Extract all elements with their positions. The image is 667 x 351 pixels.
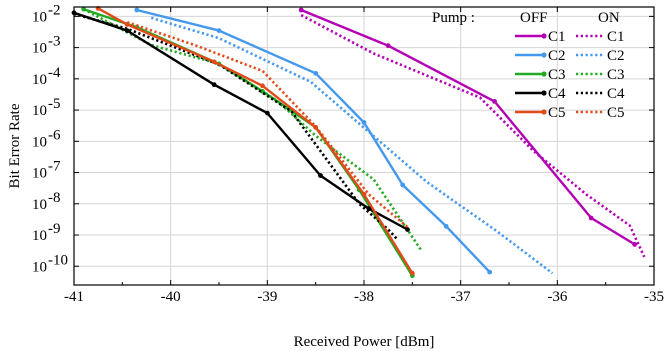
series-c2-off-point [443,223,449,229]
series-c5-off-point [211,59,217,65]
series-c5-off-point [260,83,265,89]
y-tick-exponent: -9 [48,221,61,237]
y-tick-exponent: -7 [48,159,61,175]
series-c1-off-point [298,7,304,13]
y-tick-label: 10 [32,166,47,182]
x-axis-label: Received Power [dBm] [294,334,435,350]
legend-marker-off [541,33,547,39]
legend-entry-on: C2 [607,48,625,64]
series-c2-off-point [487,269,493,275]
legend-entry-on: C5 [607,105,625,121]
series-c5-off-point [361,191,367,197]
y-tick-exponent: -4 [48,65,61,81]
legend-entry-off: C1 [548,29,566,45]
x-tick-label: -38 [354,289,374,305]
legend-marker-off [541,52,547,58]
y-tick-label: 10 [32,9,47,25]
y-tick-label: 10 [32,103,47,119]
legend-entry-off: C5 [548,105,566,121]
x-tick-label: -40 [161,289,181,305]
legend-entry-off: C4 [548,86,566,102]
legend-marker-off [541,71,547,77]
legend-marker-off [541,90,547,96]
series-c1-off-point [492,98,497,104]
x-tick-label: -36 [547,289,567,305]
series-c2-off-point [216,28,222,34]
y-tick-exponent: -8 [48,190,61,206]
series-c5-off-point [409,270,415,276]
legend-on-label: ON [598,10,620,26]
series-c1-off-point [385,43,391,49]
x-tick-label: -39 [257,289,277,305]
legend-marker-off [541,109,547,115]
series-c2-off-point [361,120,367,125]
y-tick-label: 10 [32,41,47,57]
x-tick-label: -37 [451,289,471,305]
series-c4-off-point [264,110,270,116]
series-c3-off-line [82,7,414,277]
series-c1-off-point [588,215,594,221]
y-tick-exponent: -3 [48,34,61,50]
series-c2-off-point [313,70,319,76]
y-tick-label: 10 [32,228,47,244]
y-tick-label: 10 [32,197,47,213]
y-tick-label: 10 [32,72,47,88]
y-tick-label: 10 [32,134,47,150]
legend-entry-on: C4 [607,86,625,102]
series-c2-off-point [400,182,406,188]
legend-off-label: OFF [520,10,548,26]
y-tick-exponent: -2 [48,2,61,18]
series-c4-off-point [211,82,217,88]
y-tick-exponent: -5 [48,96,61,112]
legend-pump-label: Pump : [432,10,475,26]
legend-entry-off: C2 [548,48,566,64]
x-tick-label: -41 [64,289,84,305]
y-tick-label: 10 [32,259,47,275]
series-c5-off-line [96,7,414,275]
series-c1-off-line [300,8,636,246]
series-c5-on-line [126,20,409,228]
series-c2-off-point [134,7,140,13]
series-c4-on-line [73,12,399,241]
series-c1-on-line [300,13,646,258]
y-tick-exponent: -6 [48,127,61,143]
series-c1-off-point [632,242,638,247]
legend: Pump : OFF ON C1 C2 C3 C4 C5 C1 C2 C3 C4 C5 [432,10,625,121]
legend-entry-on: C3 [607,67,625,83]
legend-entry-off: C3 [548,67,566,83]
series-group [71,5,646,279]
series-c4-off-point [405,227,410,232]
series-c2-on-line [150,16,554,275]
y-axis-label: Bit Error Rate [7,103,23,188]
legend-entry-on: C1 [607,29,625,45]
x-tick-label: -35 [644,289,664,305]
y-tick-exponent: -10 [48,252,68,268]
series-c4-off-point [318,173,323,178]
